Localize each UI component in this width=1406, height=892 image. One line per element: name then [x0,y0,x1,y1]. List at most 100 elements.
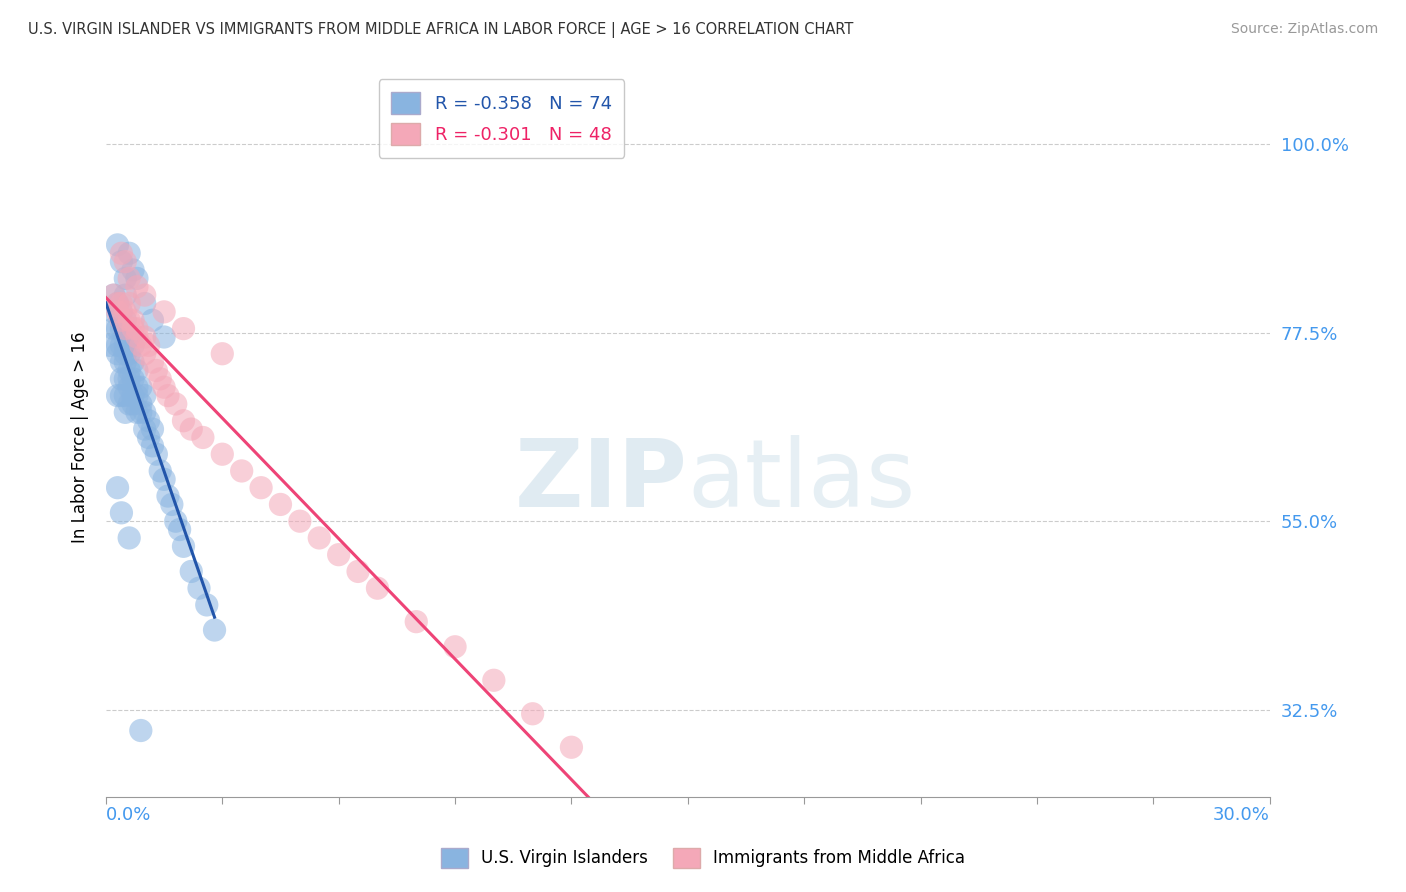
Point [103,288,125,302]
Point [560,740,582,755]
Point [110,355,132,369]
Point [141,422,163,436]
Point [180,422,202,436]
Y-axis label: In Labor Force | Age > 16: In Labor Force | Age > 16 [72,332,89,543]
Point [153,380,176,394]
Point [288,514,311,528]
Point [107,389,129,403]
Point [103,321,125,335]
Point [173,321,195,335]
Point [110,313,132,327]
Point [114,372,136,386]
Point [107,296,129,310]
Point [180,565,202,579]
Point [145,447,167,461]
Point [125,380,148,394]
Point [122,355,145,369]
Point [114,321,136,335]
Point [110,321,132,335]
Point [141,355,163,369]
Point [160,498,183,512]
Point [153,472,176,486]
Point [129,405,152,419]
Point [134,296,156,310]
Point [122,313,145,327]
Point [149,372,172,386]
Point [114,305,136,319]
Point [110,305,132,319]
Point [522,706,544,721]
Point [118,363,141,377]
Point [125,271,148,285]
Text: 30.0%: 30.0% [1213,805,1270,824]
Point [134,288,156,302]
Point [114,347,136,361]
Point [328,548,350,562]
Point [173,414,195,428]
Point [118,330,141,344]
Point [122,372,145,386]
Point [110,246,132,260]
Point [269,498,291,512]
Point [191,430,214,444]
Point [107,305,129,319]
Point [153,330,176,344]
Point [122,397,145,411]
Point [211,347,233,361]
Point [125,330,148,344]
Point [231,464,253,478]
Point [107,238,129,252]
Legend: R = -0.358   N = 74, R = -0.301   N = 48: R = -0.358 N = 74, R = -0.301 N = 48 [378,79,624,158]
Point [118,296,141,310]
Point [134,347,156,361]
Point [156,389,179,403]
Point [118,380,141,394]
Point [103,305,125,319]
Point [110,338,132,352]
Point [153,305,176,319]
Point [107,347,129,361]
Point [110,372,132,386]
Point [165,514,187,528]
Point [114,405,136,419]
Point [165,397,187,411]
Text: atlas: atlas [688,434,917,526]
Point [118,372,141,386]
Point [114,355,136,369]
Point [482,673,505,688]
Point [141,313,163,327]
Point [114,271,136,285]
Text: ZIP: ZIP [515,434,688,526]
Point [204,623,226,637]
Point [129,380,152,394]
Point [129,397,152,411]
Point [122,338,145,352]
Point [347,565,370,579]
Text: 0.0%: 0.0% [105,805,152,824]
Point [125,405,148,419]
Point [114,288,136,302]
Point [98,338,121,352]
Point [107,296,129,310]
Point [122,321,145,335]
Point [107,481,129,495]
Point [125,279,148,293]
Text: Source: ZipAtlas.com: Source: ZipAtlas.com [1230,22,1378,37]
Point [145,363,167,377]
Point [149,464,172,478]
Point [129,338,152,352]
Point [250,481,273,495]
Point [107,321,129,335]
Point [110,254,132,268]
Point [114,254,136,268]
Point [134,389,156,403]
Point [110,296,132,310]
Point [114,338,136,352]
Point [405,615,427,629]
Point [122,389,145,403]
Point [122,263,145,277]
Point [114,321,136,335]
Point [118,531,141,545]
Point [173,539,195,553]
Point [125,321,148,335]
